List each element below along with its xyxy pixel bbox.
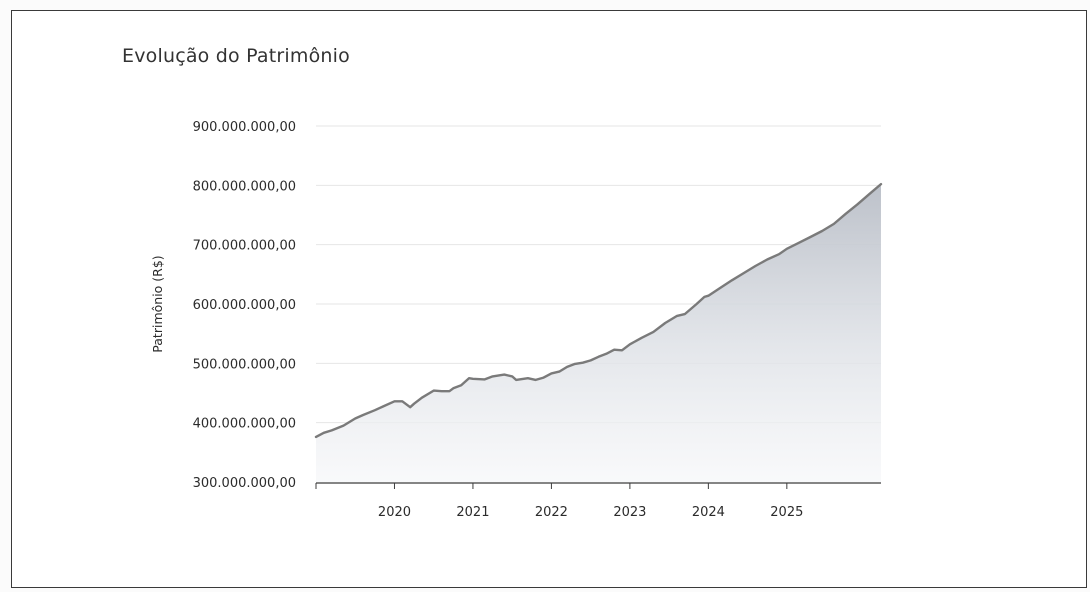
x-tick-label: 2021 (456, 505, 489, 520)
axes (315, 482, 881, 489)
y-axis-label: Patrimônio (R$) (150, 255, 165, 352)
chart-title: Evolução do Patrimônio (122, 45, 350, 67)
y-tick-labels: 300.000.000,00 400.000.000,00 500.000.000,… (193, 120, 296, 491)
y-tick-label: 400.000.000,00 (193, 417, 296, 432)
chart-card: Evolução do Patrimônio (11, 10, 1087, 588)
y-tick-label: 900.000.000,00 (193, 120, 296, 135)
x-tick-labels: 2020 2021 2022 2023 2024 2025 (378, 505, 803, 520)
area-fill (316, 184, 881, 482)
series-line (314, 182, 883, 439)
y-tick-label: 700.000.000,00 (193, 239, 296, 254)
y-tick-label: 800.000.000,00 (193, 179, 296, 194)
x-tick-label: 2022 (535, 505, 568, 520)
area-series (314, 182, 883, 482)
y-tick-label: 300.000.000,00 (193, 476, 296, 491)
y-tick-label: 500.000.000,00 (193, 357, 296, 372)
x-tick-label: 2023 (613, 505, 646, 520)
y-tick-label: 600.000.000,00 (193, 298, 296, 313)
x-tick-label: 2020 (378, 505, 411, 520)
x-tick-label: 2024 (692, 505, 725, 520)
x-tick-label: 2025 (770, 505, 803, 520)
